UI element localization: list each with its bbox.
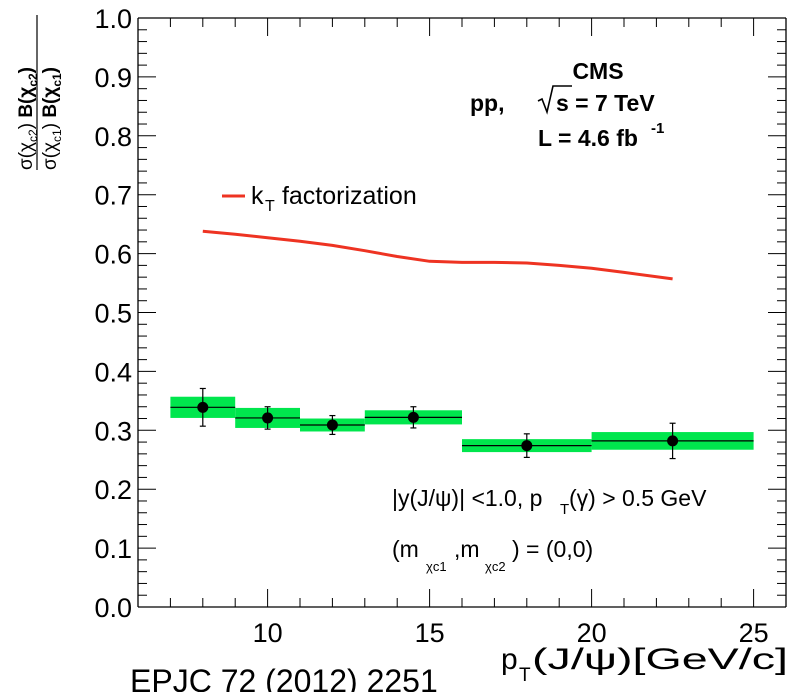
y-tick-label: 0.9	[94, 63, 132, 93]
cuts-line2-chi2: χc2	[485, 559, 506, 574]
collision-system: pp,	[470, 90, 505, 116]
y-axis-title: σ(χc2) B(χc2) σ(χc1) B(χc1)	[16, 15, 64, 170]
y-tick-label: 0.6	[94, 240, 132, 270]
y-tick-label: 0.4	[94, 357, 132, 387]
data-point	[197, 401, 209, 413]
legend-label-sub: T	[265, 198, 275, 215]
y-tick-label: 0.3	[94, 416, 132, 446]
cuts-line1-sub: T	[560, 501, 569, 518]
x-axis-title-main: p	[501, 643, 518, 676]
data-point	[667, 435, 679, 447]
collision-energy: s = 7 TeV	[556, 90, 655, 116]
data-point	[407, 411, 419, 423]
x-tick-label: 20	[577, 618, 607, 648]
x-tick-label: 15	[415, 618, 445, 648]
x-axis-title-sub: T	[519, 665, 531, 686]
kt-factorization-curve-layer	[202, 229, 673, 281]
cuts-line2-c: ) = (0,0)	[512, 536, 593, 562]
legend-label-k: k	[251, 182, 264, 210]
cuts-line2-a: (m	[392, 536, 419, 562]
data-point	[521, 440, 533, 452]
y-axis-title-numerator: σ(χc2) B(χc2)	[16, 67, 40, 170]
y-tick-label: 0.0	[94, 593, 132, 623]
y-axis-title-denominator: σ(χc1) B(χc1)	[40, 67, 64, 170]
data-point	[262, 412, 274, 424]
axes: 0.0 0.1 0.2 0.3 0.4 0.5 0.6 0.7 0.8 0.9 1.0 10 15 20 2…	[94, 4, 787, 648]
luminosity: L = 4.6 fb	[538, 125, 638, 151]
y-tick-label: 0.8	[94, 122, 132, 152]
cuts-line2-chi1: χc1	[426, 559, 447, 574]
data-point	[326, 419, 338, 431]
experiment-name: CMS	[572, 58, 623, 84]
cuts-line1-b: (γ) > 0.5 GeV	[569, 485, 707, 511]
y-tick-label: 0.2	[94, 475, 132, 505]
y-tick-label: 0.7	[94, 181, 132, 211]
x-tick-label: 25	[739, 618, 769, 648]
cuts-line2-b: ,m	[454, 536, 480, 562]
y-tick-label: 0.5	[94, 299, 132, 329]
kt-factorization-curve	[202, 229, 673, 281]
data-points	[170, 387, 754, 460]
y-tick-label: 0.1	[94, 534, 132, 564]
publication-reference: EPJC 72 (2012) 2251	[130, 663, 438, 692]
x-axis-title-rest: (J/ψ)[GeV/c]	[532, 643, 788, 676]
legend-label-rest: factorization	[275, 182, 417, 210]
cuts-line1-a: |y(J/ψ)| <1.0, p	[392, 485, 542, 511]
x-tick-label: 10	[253, 618, 283, 648]
y-tick-label: 1.0	[94, 4, 132, 34]
sqrt-icon	[537, 85, 572, 115]
luminosity-unit-exponent: -1	[651, 120, 664, 137]
systematic-bands	[170, 396, 754, 453]
